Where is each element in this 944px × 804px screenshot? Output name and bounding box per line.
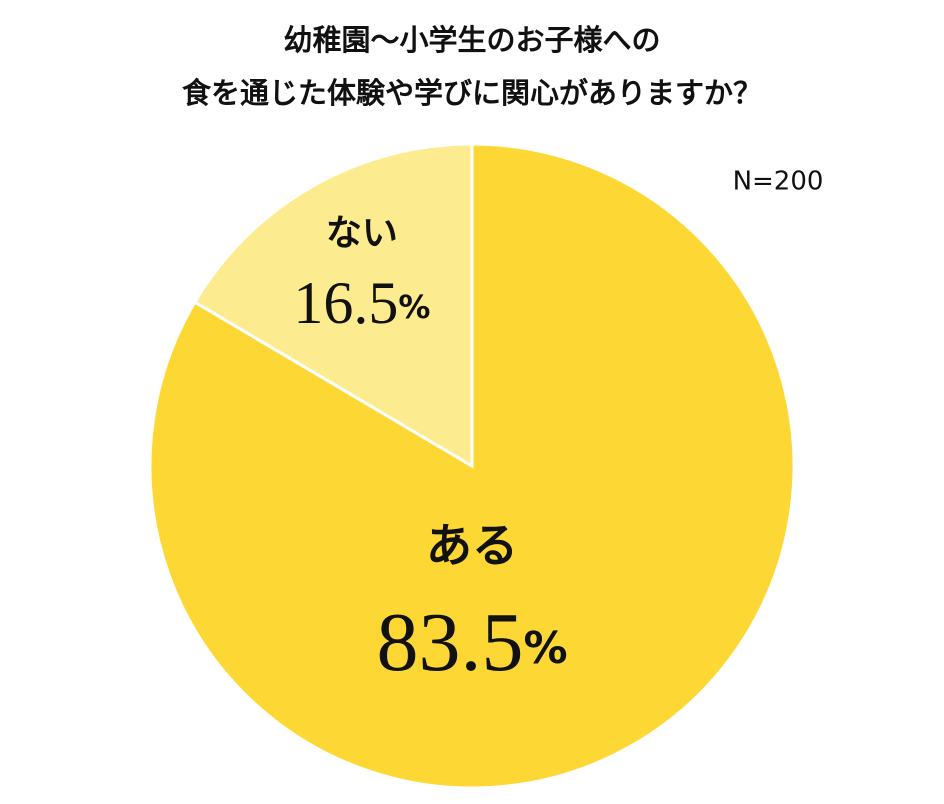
slice-value: 83.5% <box>376 597 567 690</box>
slice-label: ない <box>326 213 398 254</box>
slice-label: ある <box>426 519 518 573</box>
sample-size: N=200 <box>733 167 824 197</box>
slice-value: 16.5% <box>293 270 430 336</box>
chart-title: 食を通じた体験や学びに関心がありますか？ <box>182 76 762 110</box>
pie-slice <box>192 142 474 469</box>
chart-title: 幼稚園～小学生のお子様への <box>283 23 660 57</box>
